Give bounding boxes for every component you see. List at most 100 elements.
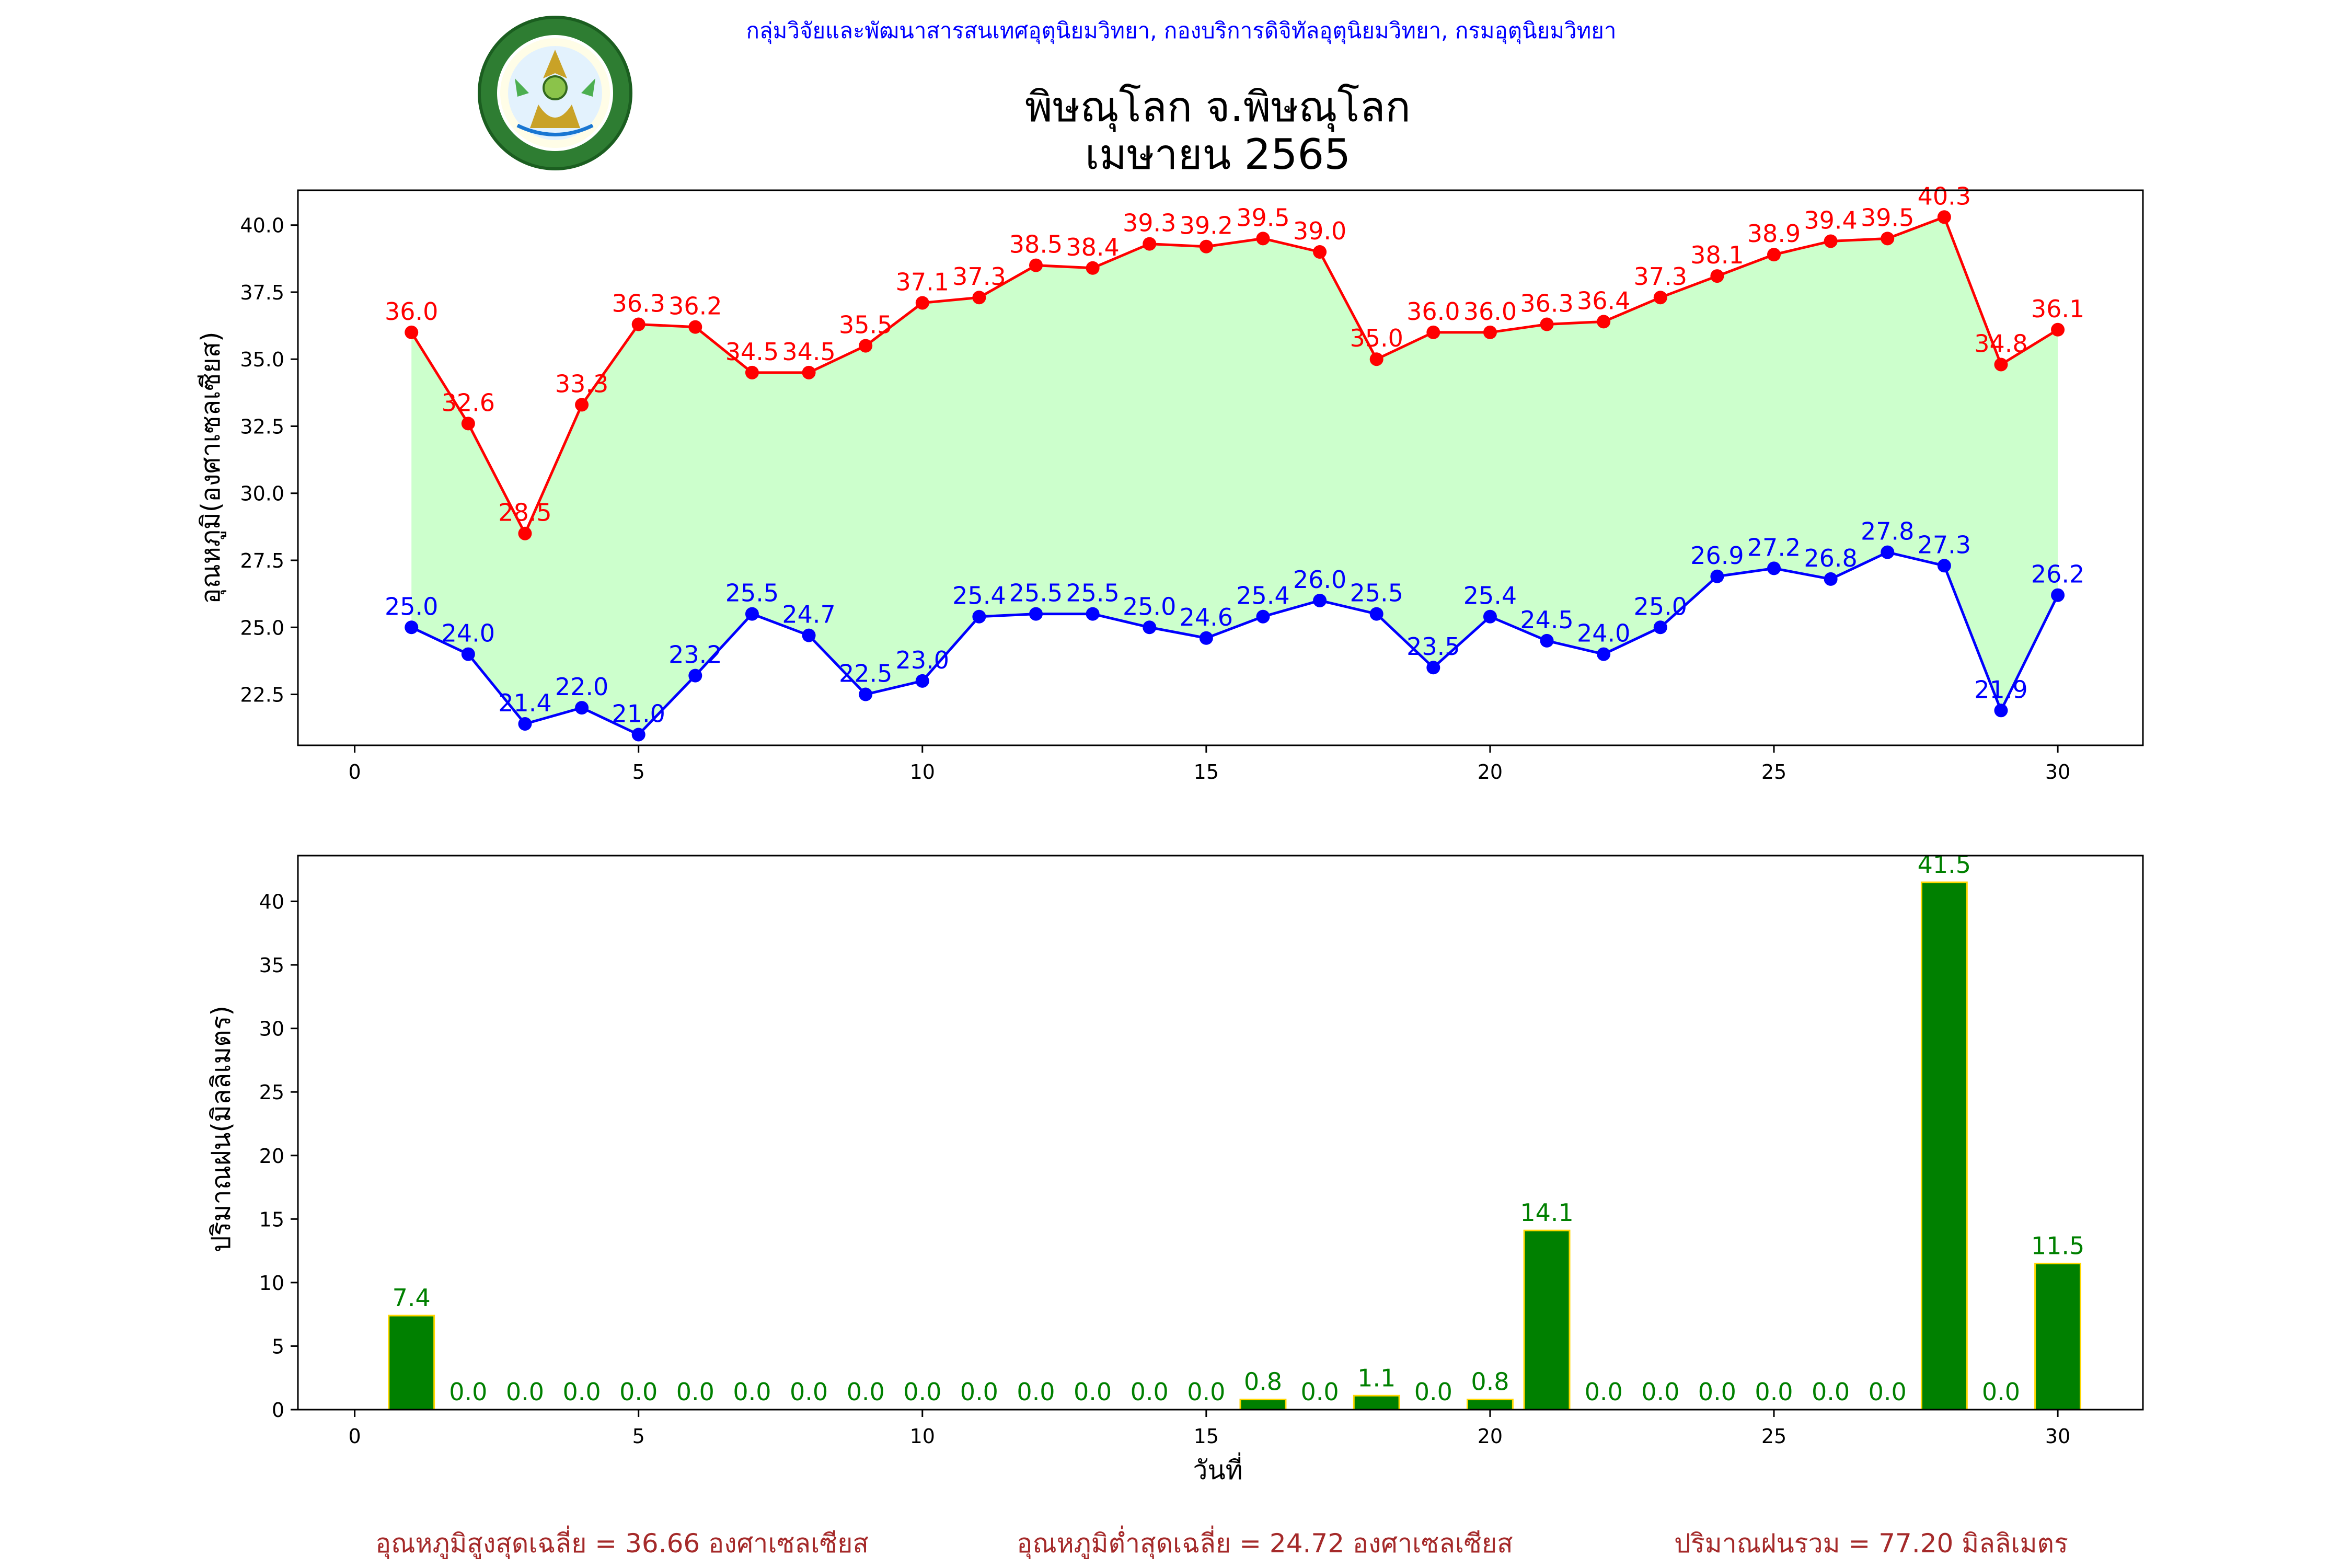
temperature-data-labels: 36.032.628.533.336.3 36.234.5 34.535.537.1…	[385, 182, 2084, 728]
min-temperature-label: 25.4	[952, 582, 1006, 610]
x-tick-label: 5	[632, 1425, 645, 1448]
max-temperature-point	[1256, 232, 1270, 246]
max-temperature-point	[2051, 322, 2065, 337]
min-temperature-label: 24.7	[782, 601, 835, 629]
max-temperature-point	[1086, 261, 1100, 275]
min-temperature-label: 23.5	[1406, 632, 1460, 661]
min-temperature-point	[575, 701, 589, 715]
min-temperature-label: 25.4	[1236, 582, 1289, 610]
temperature-x-axis: 0 5 10 15 20 25 30	[349, 745, 2070, 783]
rainfall-value-label: 41.5	[1918, 850, 1971, 879]
max-temperature-label: 36.0	[1463, 297, 1517, 326]
min-temperature-point	[1937, 559, 1951, 573]
rainfall-plot-frame	[297, 855, 2144, 1411]
rainfall-value-label: 0.0	[1641, 1378, 1679, 1406]
max-temperature-label: 36.0	[385, 297, 438, 326]
x-tick-label: 10	[910, 760, 935, 783]
min-temperature-point	[1483, 609, 1497, 624]
min-temperature-point	[1199, 631, 1213, 645]
min-temperature-point	[1881, 545, 1895, 559]
rainfall-value-label: 0.0	[790, 1378, 828, 1406]
temperature-chart: 36.032.628.533.336.3 36.234.5 34.535.537.1…	[195, 182, 2144, 783]
min-temperature-label: 22.0	[555, 673, 608, 701]
min-temperature-point	[1369, 607, 1383, 621]
min-temperature-point	[1767, 561, 1781, 575]
min-temperature-point	[1256, 609, 1270, 624]
summary-average-min-temperature: อุณหภูมิต่ำสุดเฉลี่ย = 24.72 องศาเซลเซีย…	[1017, 1526, 1513, 1559]
rainfall-bar	[2034, 1262, 2082, 1411]
rainfall-bar	[1239, 1399, 1287, 1411]
x-tick-label: 30	[2045, 760, 2070, 783]
max-temperature-point	[1369, 352, 1383, 366]
max-temperature-label: 37.3	[952, 262, 1006, 291]
chart-title: พิษณุโลก จ.พิษณุโลก	[1025, 83, 1411, 132]
y-tick-label: 40.0	[240, 214, 284, 237]
min-temperature-point	[461, 647, 475, 661]
max-temperature-point	[1313, 245, 1327, 259]
rainfall-value-label: 0.8	[1471, 1368, 1509, 1396]
max-temperature-label: 37.3	[1634, 262, 1687, 291]
min-temperature-point	[745, 607, 759, 621]
rainfall-value-label: 7.4	[393, 1284, 431, 1312]
max-temperature-label: 38.9	[1747, 220, 1801, 248]
min-temperature-label: 25.5	[1066, 579, 1119, 607]
min-temperature-point	[1710, 569, 1724, 583]
min-temperature-label: 24.0	[442, 619, 495, 648]
max-temperature-label: 38.5	[1009, 230, 1063, 259]
x-tick-label: 30	[2045, 1425, 2070, 1448]
min-temperature-label: 27.2	[1747, 533, 1801, 561]
rainfall-data-labels: 7.4 0.0 0.0 0.0 0.0 0.0 0.0 0.0 0.0 0.0 0.0 0.0 0.0 0…	[393, 850, 2085, 1406]
chart-subtitle: เมษายน 2565	[1085, 130, 1351, 179]
rainfall-value-label: 0.0	[1414, 1378, 1452, 1406]
min-temperature-point	[405, 620, 419, 635]
min-temperature-point	[1086, 607, 1100, 621]
rainfall-value-label: 0.8	[1244, 1368, 1282, 1396]
min-temperature-label: 24.0	[1577, 619, 1630, 648]
rainfall-value-label: 0.0	[1812, 1378, 1850, 1406]
agency-header: กลุ่มวิจัยและพัฒนาสารสนเทศอุตุนิยมวิทยา,…	[746, 18, 1616, 44]
min-temperature-label: 23.0	[896, 646, 949, 674]
x-tick-label: 20	[1478, 1425, 1503, 1448]
y-tick-label: 30	[259, 1018, 284, 1041]
min-temperature-label: 21.0	[612, 699, 665, 728]
temperature-lines	[410, 215, 2059, 736]
rainfall-value-label: 0.0	[960, 1378, 998, 1406]
max-temperature-point	[1540, 317, 1554, 331]
max-temperature-label: 36.4	[1577, 286, 1630, 315]
min-temperature-point	[859, 687, 873, 701]
min-temperature-point	[688, 668, 702, 683]
x-tick-label: 0	[349, 760, 361, 783]
max-temperature-label: 39.5	[1236, 203, 1289, 232]
y-tick-label: 5	[272, 1335, 284, 1358]
max-temperature-point	[859, 339, 873, 353]
x-tick-label: 0	[349, 1425, 361, 1448]
max-temperature-label: 34.5	[782, 338, 835, 366]
rainfall-value-label: 0.0	[1755, 1378, 1793, 1406]
max-temperature-point	[915, 296, 929, 310]
max-temperature-point	[1881, 232, 1895, 246]
rainfall-bar	[388, 1315, 435, 1411]
max-temperature-point	[1767, 248, 1781, 262]
max-temperature-label: 33.3	[555, 370, 608, 398]
max-temperature-label: 39.4	[1804, 206, 1857, 234]
temperature-y-axis-label: อุณหภูมิ(องศาเซลเซียส)	[195, 331, 226, 604]
max-temperature-point	[405, 325, 419, 339]
max-temperature-label: 39.2	[1180, 212, 1233, 240]
min-temperature-label: 21.9	[1974, 675, 2027, 704]
rainfall-value-label: 0.0	[1300, 1378, 1339, 1406]
max-temperature-point	[1937, 210, 1951, 224]
y-tick-label: 0	[272, 1399, 284, 1422]
max-temperature-label: 39.5	[1861, 203, 1914, 232]
min-temperature-point	[1994, 704, 2008, 718]
rainfall-value-label: 1.1	[1357, 1364, 1396, 1392]
max-temperature-label: 36.1	[2031, 295, 2084, 323]
y-tick-label: 10	[259, 1272, 284, 1295]
max-temperature-label: 39.3	[1123, 209, 1176, 237]
min-temperature-label: 21.4	[498, 689, 551, 717]
rainfall-value-label: 0.0	[676, 1378, 714, 1406]
x-tick-label: 15	[1194, 1425, 1219, 1448]
min-temperature-point	[518, 717, 532, 731]
max-temperature-point	[1597, 315, 1611, 329]
max-temperature-label: 28.5	[498, 499, 551, 527]
